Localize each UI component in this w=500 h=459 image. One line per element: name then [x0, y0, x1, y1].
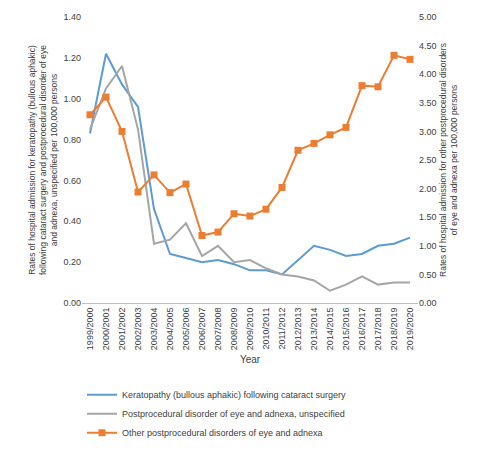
svg-text:4.50: 4.50	[419, 41, 437, 51]
svg-text:2012/2013: 2012/2013	[293, 308, 303, 351]
svg-text:Year: Year	[240, 354, 261, 365]
svg-text:2016/2017: 2016/2017	[357, 308, 367, 351]
svg-text:0.00: 0.00	[419, 298, 437, 308]
svg-text:3.00: 3.00	[419, 127, 437, 137]
svg-text:2000/2001: 2000/2001	[101, 308, 111, 351]
svg-text:1.00: 1.00	[63, 94, 81, 104]
svg-text:Other postprocedural disorders: Other postprocedural disorders of eye an…	[122, 428, 323, 438]
svg-text:1.00: 1.00	[419, 241, 437, 251]
svg-text:4.00: 4.00	[419, 69, 437, 79]
svg-text:5.00: 5.00	[419, 12, 437, 22]
svg-text:2011/2012: 2011/2012	[277, 308, 287, 350]
svg-text:2.00: 2.00	[419, 184, 437, 194]
svg-text:2018/2019: 2018/2019	[389, 308, 399, 351]
svg-text:2002/2003: 2002/2003	[133, 308, 143, 351]
svg-text:2008/2009: 2008/2009	[229, 308, 239, 351]
svg-text:Rates of hospital admission fo: Rates of hospital admission for keratopa…	[27, 45, 59, 275]
svg-text:0.50: 0.50	[419, 270, 437, 280]
svg-text:2009/2010: 2009/2010	[245, 308, 255, 351]
svg-text:0.20: 0.20	[63, 257, 81, 267]
svg-text:2007/2008: 2007/2008	[213, 308, 223, 351]
svg-text:1999/2000: 1999/2000	[85, 308, 95, 351]
svg-text:3.50: 3.50	[419, 98, 437, 108]
svg-text:Postprocedural disorder of eye: Postprocedural disorder of eye and adnex…	[122, 409, 345, 419]
svg-text:2019/2020: 2019/2020	[405, 308, 415, 351]
svg-text:0.40: 0.40	[63, 216, 81, 226]
svg-text:2013/2014: 2013/2014	[309, 308, 319, 351]
svg-text:1.40: 1.40	[63, 12, 81, 22]
svg-text:2005/2006: 2005/2006	[181, 308, 191, 351]
svg-text:Keratopathy (bullous aphakic): Keratopathy (bullous aphakic) following …	[122, 390, 346, 400]
svg-text:2014/2015: 2014/2015	[325, 308, 335, 351]
svg-text:2010/2011: 2010/2011	[261, 308, 271, 350]
svg-text:1.20: 1.20	[63, 53, 81, 63]
svg-text:2015/2016: 2015/2016	[341, 308, 351, 351]
svg-text:0.60: 0.60	[63, 176, 81, 186]
svg-text:2017/2018: 2017/2018	[373, 308, 383, 351]
svg-text:2001/2002: 2001/2002	[117, 308, 127, 351]
svg-text:1.50: 1.50	[419, 212, 437, 222]
svg-text:2003/2004: 2003/2004	[149, 308, 159, 351]
svg-text:2.50: 2.50	[419, 155, 437, 165]
svg-text:0.80: 0.80	[63, 135, 81, 145]
svg-text:Rates of hospital admission fo: Rates of hospital admission for other po…	[438, 43, 459, 277]
svg-text:2004/2005: 2004/2005	[165, 308, 175, 351]
svg-text:0.00: 0.00	[63, 298, 81, 308]
svg-text:2006/2007: 2006/2007	[197, 308, 207, 351]
